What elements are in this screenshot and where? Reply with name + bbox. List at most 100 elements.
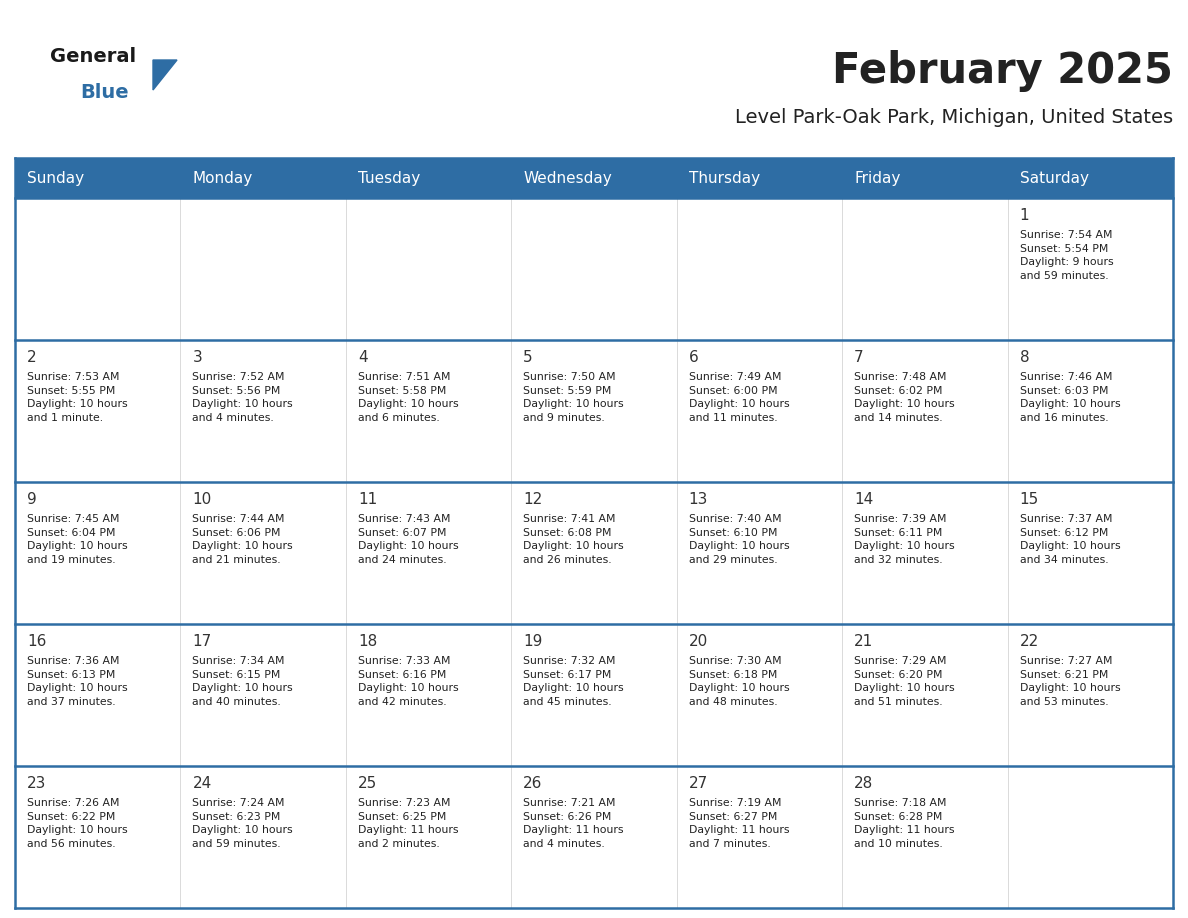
Text: Sunrise: 7:40 AM
Sunset: 6:10 PM
Daylight: 10 hours
and 29 minutes.: Sunrise: 7:40 AM Sunset: 6:10 PM Dayligh… — [689, 514, 789, 565]
Text: 27: 27 — [689, 776, 708, 791]
Text: 23: 23 — [27, 776, 46, 791]
Text: 8: 8 — [1019, 350, 1029, 365]
Bar — [677, 198, 842, 340]
Bar — [1007, 482, 1173, 624]
Bar — [1007, 198, 1173, 340]
Bar — [346, 624, 511, 766]
Text: Sunrise: 7:34 AM
Sunset: 6:15 PM
Daylight: 10 hours
and 40 minutes.: Sunrise: 7:34 AM Sunset: 6:15 PM Dayligh… — [192, 656, 293, 707]
Text: Sunrise: 7:52 AM
Sunset: 5:56 PM
Daylight: 10 hours
and 4 minutes.: Sunrise: 7:52 AM Sunset: 5:56 PM Dayligh… — [192, 372, 293, 423]
Text: Sunrise: 7:32 AM
Sunset: 6:17 PM
Daylight: 10 hours
and 45 minutes.: Sunrise: 7:32 AM Sunset: 6:17 PM Dayligh… — [523, 656, 624, 707]
Text: Friday: Friday — [854, 171, 901, 185]
Text: 7: 7 — [854, 350, 864, 365]
Text: February 2025: February 2025 — [832, 50, 1173, 92]
Text: 18: 18 — [358, 634, 377, 649]
Text: 17: 17 — [192, 634, 211, 649]
Text: 2: 2 — [27, 350, 37, 365]
Text: Sunrise: 7:51 AM
Sunset: 5:58 PM
Daylight: 10 hours
and 6 minutes.: Sunrise: 7:51 AM Sunset: 5:58 PM Dayligh… — [358, 372, 459, 423]
Bar — [15, 198, 181, 340]
Bar — [842, 198, 1007, 340]
Text: 12: 12 — [523, 492, 543, 507]
Bar — [346, 766, 511, 908]
Text: Sunrise: 7:45 AM
Sunset: 6:04 PM
Daylight: 10 hours
and 19 minutes.: Sunrise: 7:45 AM Sunset: 6:04 PM Dayligh… — [27, 514, 127, 565]
Bar — [511, 482, 677, 624]
Bar — [346, 198, 511, 340]
Text: 25: 25 — [358, 776, 377, 791]
Bar — [346, 340, 511, 482]
Bar — [181, 198, 346, 340]
Bar — [15, 482, 181, 624]
Text: Sunrise: 7:53 AM
Sunset: 5:55 PM
Daylight: 10 hours
and 1 minute.: Sunrise: 7:53 AM Sunset: 5:55 PM Dayligh… — [27, 372, 127, 423]
Text: Sunrise: 7:49 AM
Sunset: 6:00 PM
Daylight: 10 hours
and 11 minutes.: Sunrise: 7:49 AM Sunset: 6:00 PM Dayligh… — [689, 372, 789, 423]
Text: 3: 3 — [192, 350, 202, 365]
Bar — [511, 198, 677, 340]
Text: Sunrise: 7:43 AM
Sunset: 6:07 PM
Daylight: 10 hours
and 24 minutes.: Sunrise: 7:43 AM Sunset: 6:07 PM Dayligh… — [358, 514, 459, 565]
Text: Thursday: Thursday — [689, 171, 760, 185]
Text: Level Park-Oak Park, Michigan, United States: Level Park-Oak Park, Michigan, United St… — [735, 108, 1173, 127]
Text: Sunrise: 7:37 AM
Sunset: 6:12 PM
Daylight: 10 hours
and 34 minutes.: Sunrise: 7:37 AM Sunset: 6:12 PM Dayligh… — [1019, 514, 1120, 565]
Text: 26: 26 — [523, 776, 543, 791]
Bar — [15, 766, 181, 908]
Text: 24: 24 — [192, 776, 211, 791]
Bar — [181, 624, 346, 766]
Bar — [1007, 766, 1173, 908]
Text: Sunrise: 7:18 AM
Sunset: 6:28 PM
Daylight: 11 hours
and 10 minutes.: Sunrise: 7:18 AM Sunset: 6:28 PM Dayligh… — [854, 798, 955, 849]
Text: Sunrise: 7:26 AM
Sunset: 6:22 PM
Daylight: 10 hours
and 56 minutes.: Sunrise: 7:26 AM Sunset: 6:22 PM Dayligh… — [27, 798, 127, 849]
Bar — [842, 766, 1007, 908]
Text: Sunrise: 7:30 AM
Sunset: 6:18 PM
Daylight: 10 hours
and 48 minutes.: Sunrise: 7:30 AM Sunset: 6:18 PM Dayligh… — [689, 656, 789, 707]
Text: 20: 20 — [689, 634, 708, 649]
Bar — [1007, 340, 1173, 482]
Text: Sunrise: 7:21 AM
Sunset: 6:26 PM
Daylight: 11 hours
and 4 minutes.: Sunrise: 7:21 AM Sunset: 6:26 PM Dayligh… — [523, 798, 624, 849]
Bar — [842, 482, 1007, 624]
Bar — [15, 624, 181, 766]
Text: Sunrise: 7:27 AM
Sunset: 6:21 PM
Daylight: 10 hours
and 53 minutes.: Sunrise: 7:27 AM Sunset: 6:21 PM Dayligh… — [1019, 656, 1120, 707]
Bar — [511, 766, 677, 908]
Text: Sunrise: 7:36 AM
Sunset: 6:13 PM
Daylight: 10 hours
and 37 minutes.: Sunrise: 7:36 AM Sunset: 6:13 PM Dayligh… — [27, 656, 127, 707]
Bar — [677, 766, 842, 908]
Text: Saturday: Saturday — [1019, 171, 1088, 185]
Text: 5: 5 — [523, 350, 533, 365]
Bar — [511, 340, 677, 482]
Text: Sunrise: 7:48 AM
Sunset: 6:02 PM
Daylight: 10 hours
and 14 minutes.: Sunrise: 7:48 AM Sunset: 6:02 PM Dayligh… — [854, 372, 955, 423]
Bar — [15, 340, 181, 482]
Text: Tuesday: Tuesday — [358, 171, 421, 185]
Text: 16: 16 — [27, 634, 46, 649]
Text: 22: 22 — [1019, 634, 1038, 649]
Text: 28: 28 — [854, 776, 873, 791]
Text: Sunrise: 7:50 AM
Sunset: 5:59 PM
Daylight: 10 hours
and 9 minutes.: Sunrise: 7:50 AM Sunset: 5:59 PM Dayligh… — [523, 372, 624, 423]
Bar — [181, 766, 346, 908]
Text: 9: 9 — [27, 492, 37, 507]
Text: Sunrise: 7:39 AM
Sunset: 6:11 PM
Daylight: 10 hours
and 32 minutes.: Sunrise: 7:39 AM Sunset: 6:11 PM Dayligh… — [854, 514, 955, 565]
Text: Sunday: Sunday — [27, 171, 84, 185]
Text: 1: 1 — [1019, 208, 1029, 223]
Bar — [1007, 624, 1173, 766]
Text: General: General — [50, 47, 137, 66]
Text: 11: 11 — [358, 492, 377, 507]
Text: Sunrise: 7:19 AM
Sunset: 6:27 PM
Daylight: 11 hours
and 7 minutes.: Sunrise: 7:19 AM Sunset: 6:27 PM Dayligh… — [689, 798, 789, 849]
Text: Sunrise: 7:54 AM
Sunset: 5:54 PM
Daylight: 9 hours
and 59 minutes.: Sunrise: 7:54 AM Sunset: 5:54 PM Dayligh… — [1019, 230, 1113, 281]
Text: Sunrise: 7:41 AM
Sunset: 6:08 PM
Daylight: 10 hours
and 26 minutes.: Sunrise: 7:41 AM Sunset: 6:08 PM Dayligh… — [523, 514, 624, 565]
Polygon shape — [153, 60, 177, 90]
Bar — [346, 482, 511, 624]
Bar — [511, 624, 677, 766]
Text: 13: 13 — [689, 492, 708, 507]
Bar — [15, 158, 1173, 198]
Text: Sunrise: 7:29 AM
Sunset: 6:20 PM
Daylight: 10 hours
and 51 minutes.: Sunrise: 7:29 AM Sunset: 6:20 PM Dayligh… — [854, 656, 955, 707]
Bar — [181, 482, 346, 624]
Bar — [842, 340, 1007, 482]
Text: 15: 15 — [1019, 492, 1038, 507]
Text: Monday: Monday — [192, 171, 253, 185]
Text: 14: 14 — [854, 492, 873, 507]
Text: Sunrise: 7:44 AM
Sunset: 6:06 PM
Daylight: 10 hours
and 21 minutes.: Sunrise: 7:44 AM Sunset: 6:06 PM Dayligh… — [192, 514, 293, 565]
Text: Sunrise: 7:33 AM
Sunset: 6:16 PM
Daylight: 10 hours
and 42 minutes.: Sunrise: 7:33 AM Sunset: 6:16 PM Dayligh… — [358, 656, 459, 707]
Bar — [677, 340, 842, 482]
Bar — [677, 624, 842, 766]
Text: Sunrise: 7:23 AM
Sunset: 6:25 PM
Daylight: 11 hours
and 2 minutes.: Sunrise: 7:23 AM Sunset: 6:25 PM Dayligh… — [358, 798, 459, 849]
Text: Wednesday: Wednesday — [523, 171, 612, 185]
Bar — [677, 482, 842, 624]
Bar — [842, 624, 1007, 766]
Text: 10: 10 — [192, 492, 211, 507]
Text: Sunrise: 7:24 AM
Sunset: 6:23 PM
Daylight: 10 hours
and 59 minutes.: Sunrise: 7:24 AM Sunset: 6:23 PM Dayligh… — [192, 798, 293, 849]
Text: Sunrise: 7:46 AM
Sunset: 6:03 PM
Daylight: 10 hours
and 16 minutes.: Sunrise: 7:46 AM Sunset: 6:03 PM Dayligh… — [1019, 372, 1120, 423]
Text: 4: 4 — [358, 350, 367, 365]
Text: 6: 6 — [689, 350, 699, 365]
